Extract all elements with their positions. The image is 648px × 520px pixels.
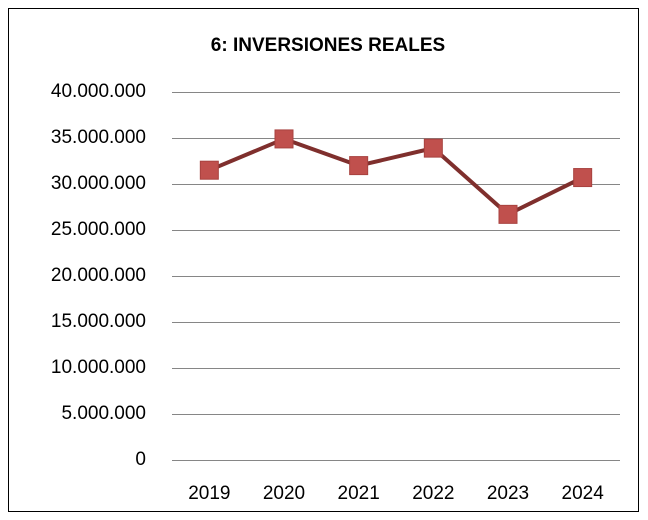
x-tick-label: 2020: [263, 483, 305, 504]
chart-title: 6: INVERSIONES REALES: [211, 35, 445, 56]
marker: [573, 168, 593, 188]
y-tick-label: 10.000.000: [51, 357, 146, 378]
marker: [423, 138, 443, 158]
y-tick-label: 15.000.000: [51, 311, 146, 332]
y-tick-label: 30.000.000: [51, 173, 146, 194]
marker: [498, 204, 518, 224]
y-tick-label: 5.000.000: [61, 403, 146, 424]
x-tick-label: 2024: [562, 483, 605, 504]
marker: [349, 156, 369, 176]
y-tick-label: 25.000.000: [51, 219, 146, 240]
x-tick-label: 2023: [487, 483, 529, 504]
x-tick-label: 2019: [188, 483, 230, 504]
x-tick-label: 2021: [338, 483, 380, 504]
y-tick-label: 0: [135, 449, 146, 470]
y-tick-label: 40.000.000: [51, 81, 146, 102]
y-tick-label: 35.000.000: [51, 127, 146, 148]
series-line: [208, 136, 584, 217]
marker: [199, 160, 219, 180]
x-tick-label: 2022: [412, 483, 454, 504]
y-tick-label: 20.000.000: [51, 265, 146, 286]
marker: [274, 129, 294, 149]
